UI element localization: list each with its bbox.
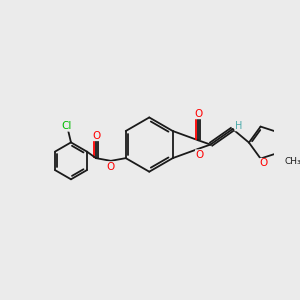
- Text: O: O: [92, 130, 101, 141]
- Text: Cl: Cl: [61, 121, 71, 131]
- Text: CH₃: CH₃: [284, 157, 300, 166]
- Text: O: O: [260, 158, 268, 169]
- Text: O: O: [196, 150, 204, 160]
- Text: O: O: [194, 109, 202, 119]
- Text: O: O: [106, 162, 114, 172]
- Text: H: H: [235, 121, 242, 131]
